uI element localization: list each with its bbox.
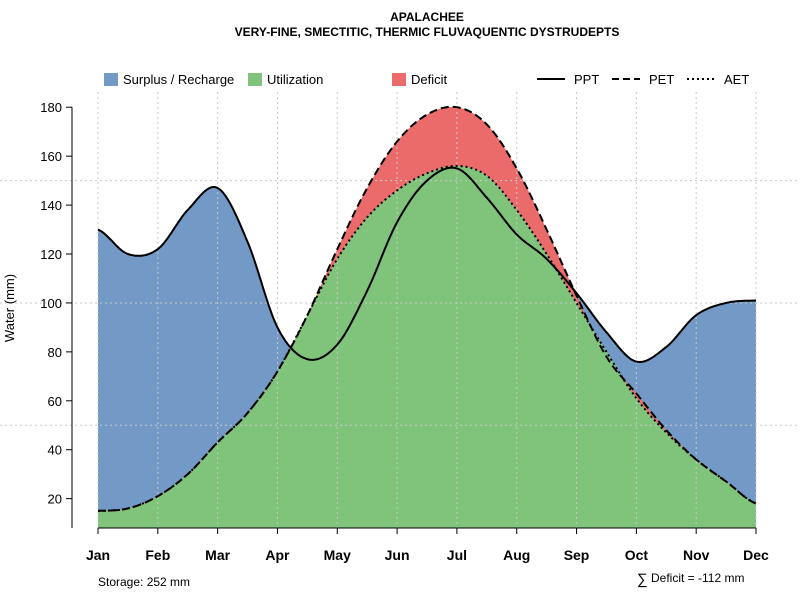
ppt-line — [97, 166, 756, 363]
y-tick-label: 120 — [40, 247, 62, 262]
axes-layer: 20 40 60 80 100 120 140 160 180 Jan Feb Mar Apr May Ju… — [40, 100, 769, 563]
chart-title: APALACHEE — [390, 10, 464, 24]
x-tick-label-jan: Jan — [86, 547, 110, 563]
y-tick-label: 140 — [40, 198, 62, 213]
legend-label-pet: PET — [649, 72, 674, 87]
y-tick-label: 20 — [48, 492, 62, 507]
storage-note: Storage: 252 mm — [98, 575, 190, 589]
legend: Surplus / Recharge Utilization Deficit P… — [104, 72, 749, 87]
x-tick-label-dec: Dec — [743, 547, 769, 563]
line-layer — [97, 105, 757, 512]
x-tick-label-aug: Aug — [503, 547, 530, 563]
x-tick-label-apr: Apr — [265, 547, 290, 563]
y-tick-label: 180 — [40, 100, 62, 115]
y-tick-label: 60 — [48, 394, 62, 409]
legend-label-utilization: Utilization — [267, 72, 323, 87]
legend-label-deficit: Deficit — [411, 72, 448, 87]
deficit-note: Deficit = -112 mm — [651, 571, 744, 585]
x-tick-label-feb: Feb — [145, 547, 170, 563]
y-tick-label: 80 — [48, 345, 62, 360]
legend-swatch-deficit — [392, 73, 406, 86]
x-tick-label-sep: Sep — [564, 547, 590, 563]
legend-label-surplus: Surplus / Recharge — [123, 72, 234, 87]
y-axis-title: Water (mm) — [2, 274, 17, 342]
legend-label-ppt: PPT — [574, 72, 599, 87]
chart-subtitle: VERY-FINE, SMECTITIC, THERMIC FLUVAQUENT… — [235, 25, 620, 39]
legend-swatch-utilization — [248, 73, 262, 86]
area-layer — [98, 106, 756, 529]
legend-label-aet: AET — [724, 72, 749, 87]
utilization-area — [98, 165, 756, 528]
x-tick-label-jun: Jun — [385, 547, 410, 563]
x-tick-label-may: May — [324, 547, 351, 563]
pet-line — [97, 105, 757, 512]
x-tick-label-mar: Mar — [205, 547, 230, 563]
y-tick-label: 100 — [40, 296, 62, 311]
x-tick-label-nov: Nov — [683, 547, 710, 563]
y-tick-label: 40 — [48, 443, 62, 458]
legend-swatch-surplus — [104, 73, 118, 86]
aet-line — [97, 164, 757, 512]
sum-symbol: ∑ — [637, 571, 648, 588]
x-tick-label-oct: Oct — [625, 547, 649, 563]
x-tick-label-jul: Jul — [447, 547, 467, 563]
y-tick-label: 160 — [40, 149, 62, 164]
grid-layer — [0, 92, 800, 528]
